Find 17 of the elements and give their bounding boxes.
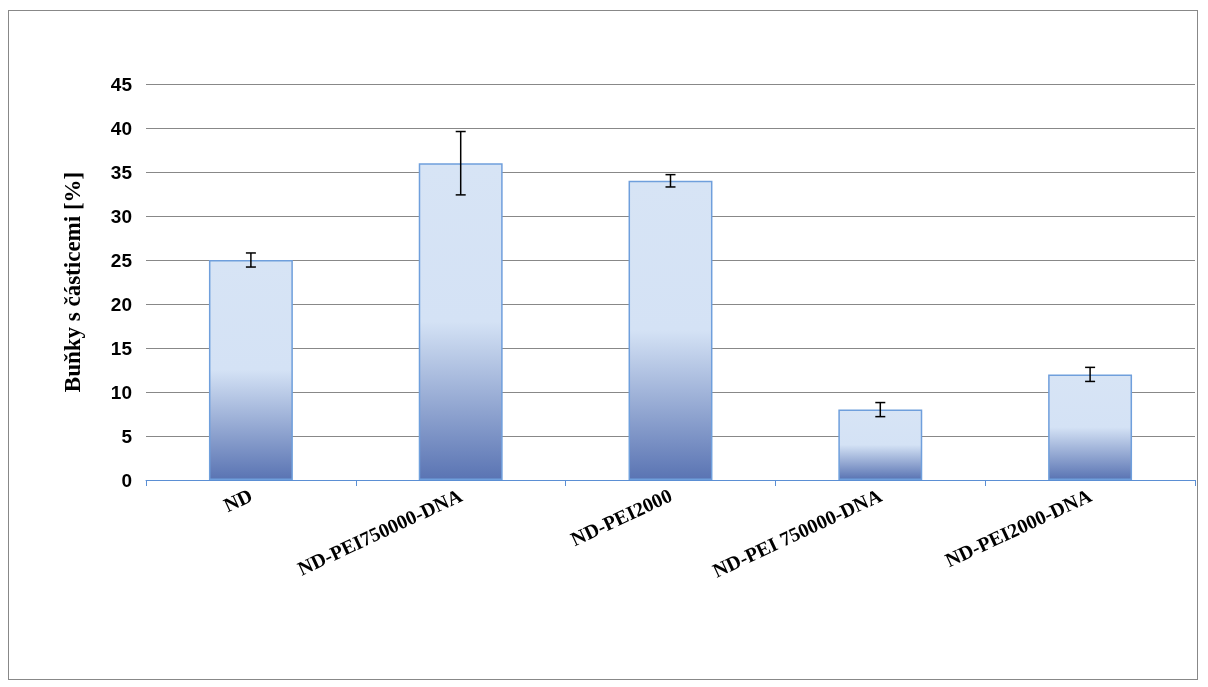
y-axis-title: Buňky s částicemi [%]	[60, 171, 85, 393]
y-tick-label: 20	[110, 293, 132, 315]
y-tick-label: 30	[110, 205, 132, 227]
bar	[1048, 374, 1133, 480]
bar	[838, 409, 923, 480]
y-tick-label: 35	[110, 161, 133, 183]
y-tick-label: 25	[110, 249, 133, 271]
bar	[628, 180, 713, 480]
y-tick-label: 10	[110, 381, 132, 403]
y-tick-label: 5	[121, 425, 133, 447]
y-tick-label: 15	[110, 337, 133, 359]
y-tick-label: 45	[110, 73, 133, 95]
x-tick-label: ND	[220, 484, 256, 517]
y-tick-label: 0	[121, 469, 132, 491]
y-tick-label: 40	[110, 117, 132, 139]
bar	[208, 260, 293, 480]
bar	[418, 163, 503, 480]
